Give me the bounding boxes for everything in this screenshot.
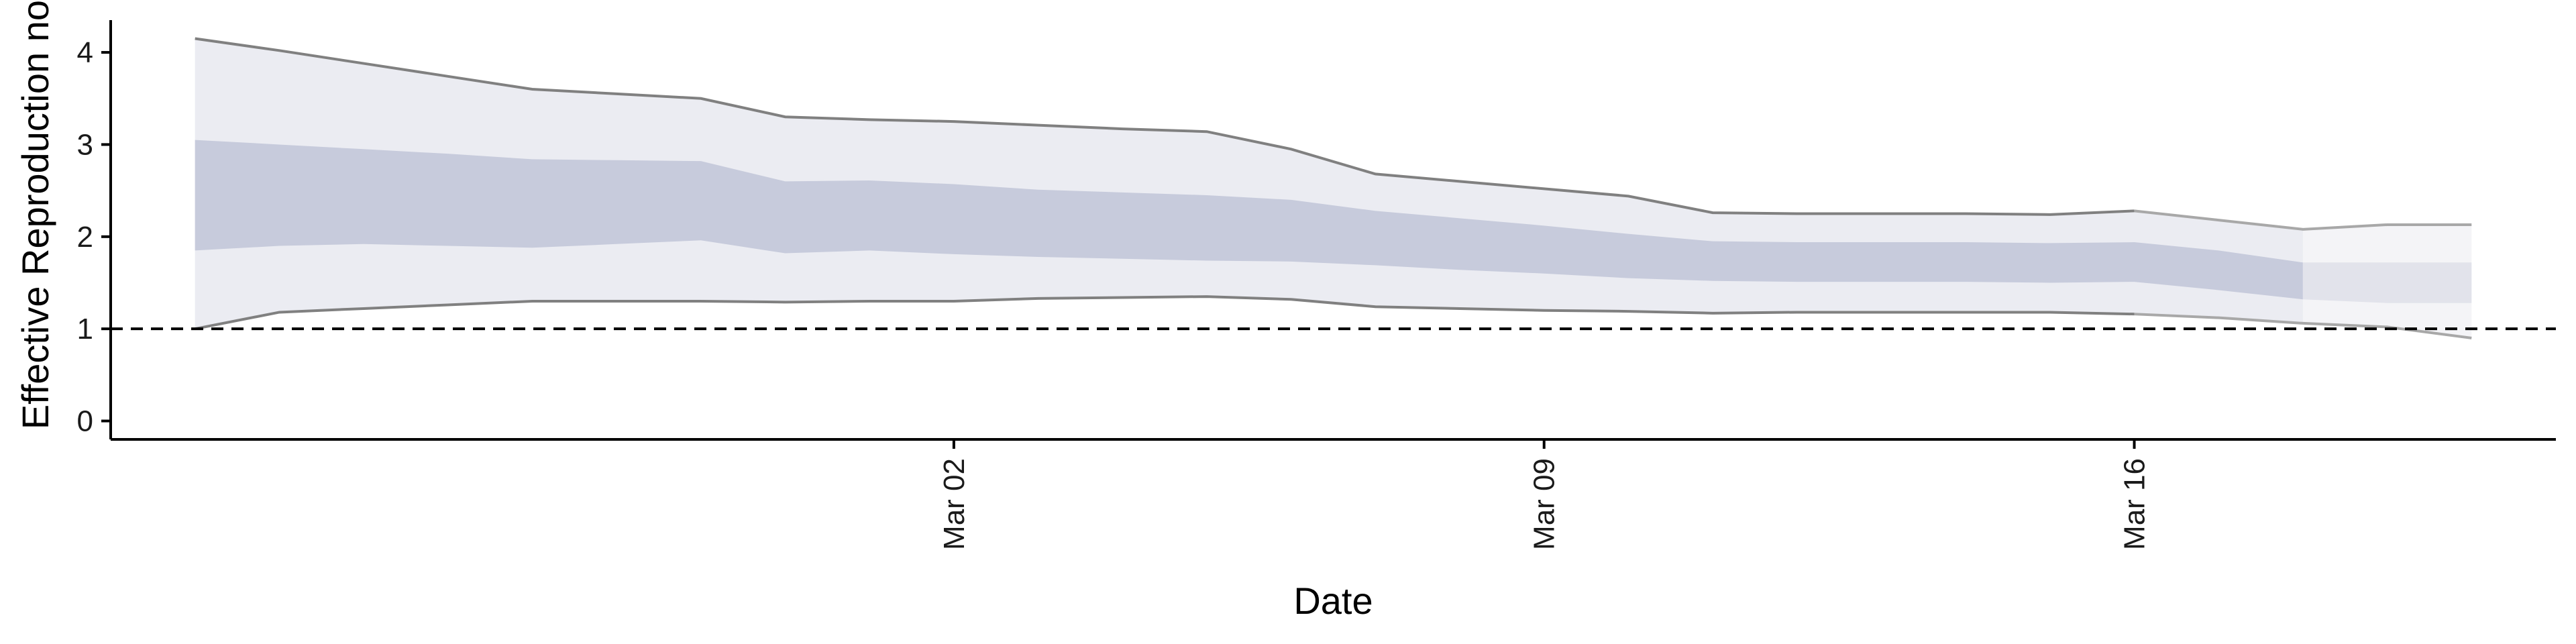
x-axis-ticks: Mar 02 Mar 09 Mar 16	[938, 439, 2151, 550]
x-tick-label: Mar 16	[2118, 458, 2151, 550]
lower-bound-line-projected	[2134, 313, 2472, 339]
y-axis-ticks: 0 1 2 3 4	[77, 36, 111, 438]
y-tick-label: 0	[77, 405, 93, 438]
y-tick-label: 1	[77, 313, 93, 345]
y-tick-label: 2	[77, 221, 93, 254]
credible-interval-bands	[195, 38, 2472, 338]
x-tick-label: Mar 09	[1528, 458, 1561, 550]
inner-band-area-projected	[2302, 262, 2472, 303]
upper-bound-line	[195, 37, 2135, 216]
x-tick-label: Mar 02	[938, 458, 971, 550]
lower-bound-line	[195, 295, 2135, 331]
inner-band-area	[195, 140, 2303, 300]
x-axis-title: Date	[1293, 580, 1373, 622]
y-tick-label: 4	[77, 36, 93, 69]
y-tick-label: 3	[77, 128, 93, 161]
upper-bound-line-projected	[2134, 209, 2472, 231]
interval-bound-lines	[195, 37, 2472, 339]
y-axis-title: Effective Reproduction no	[14, 0, 56, 429]
